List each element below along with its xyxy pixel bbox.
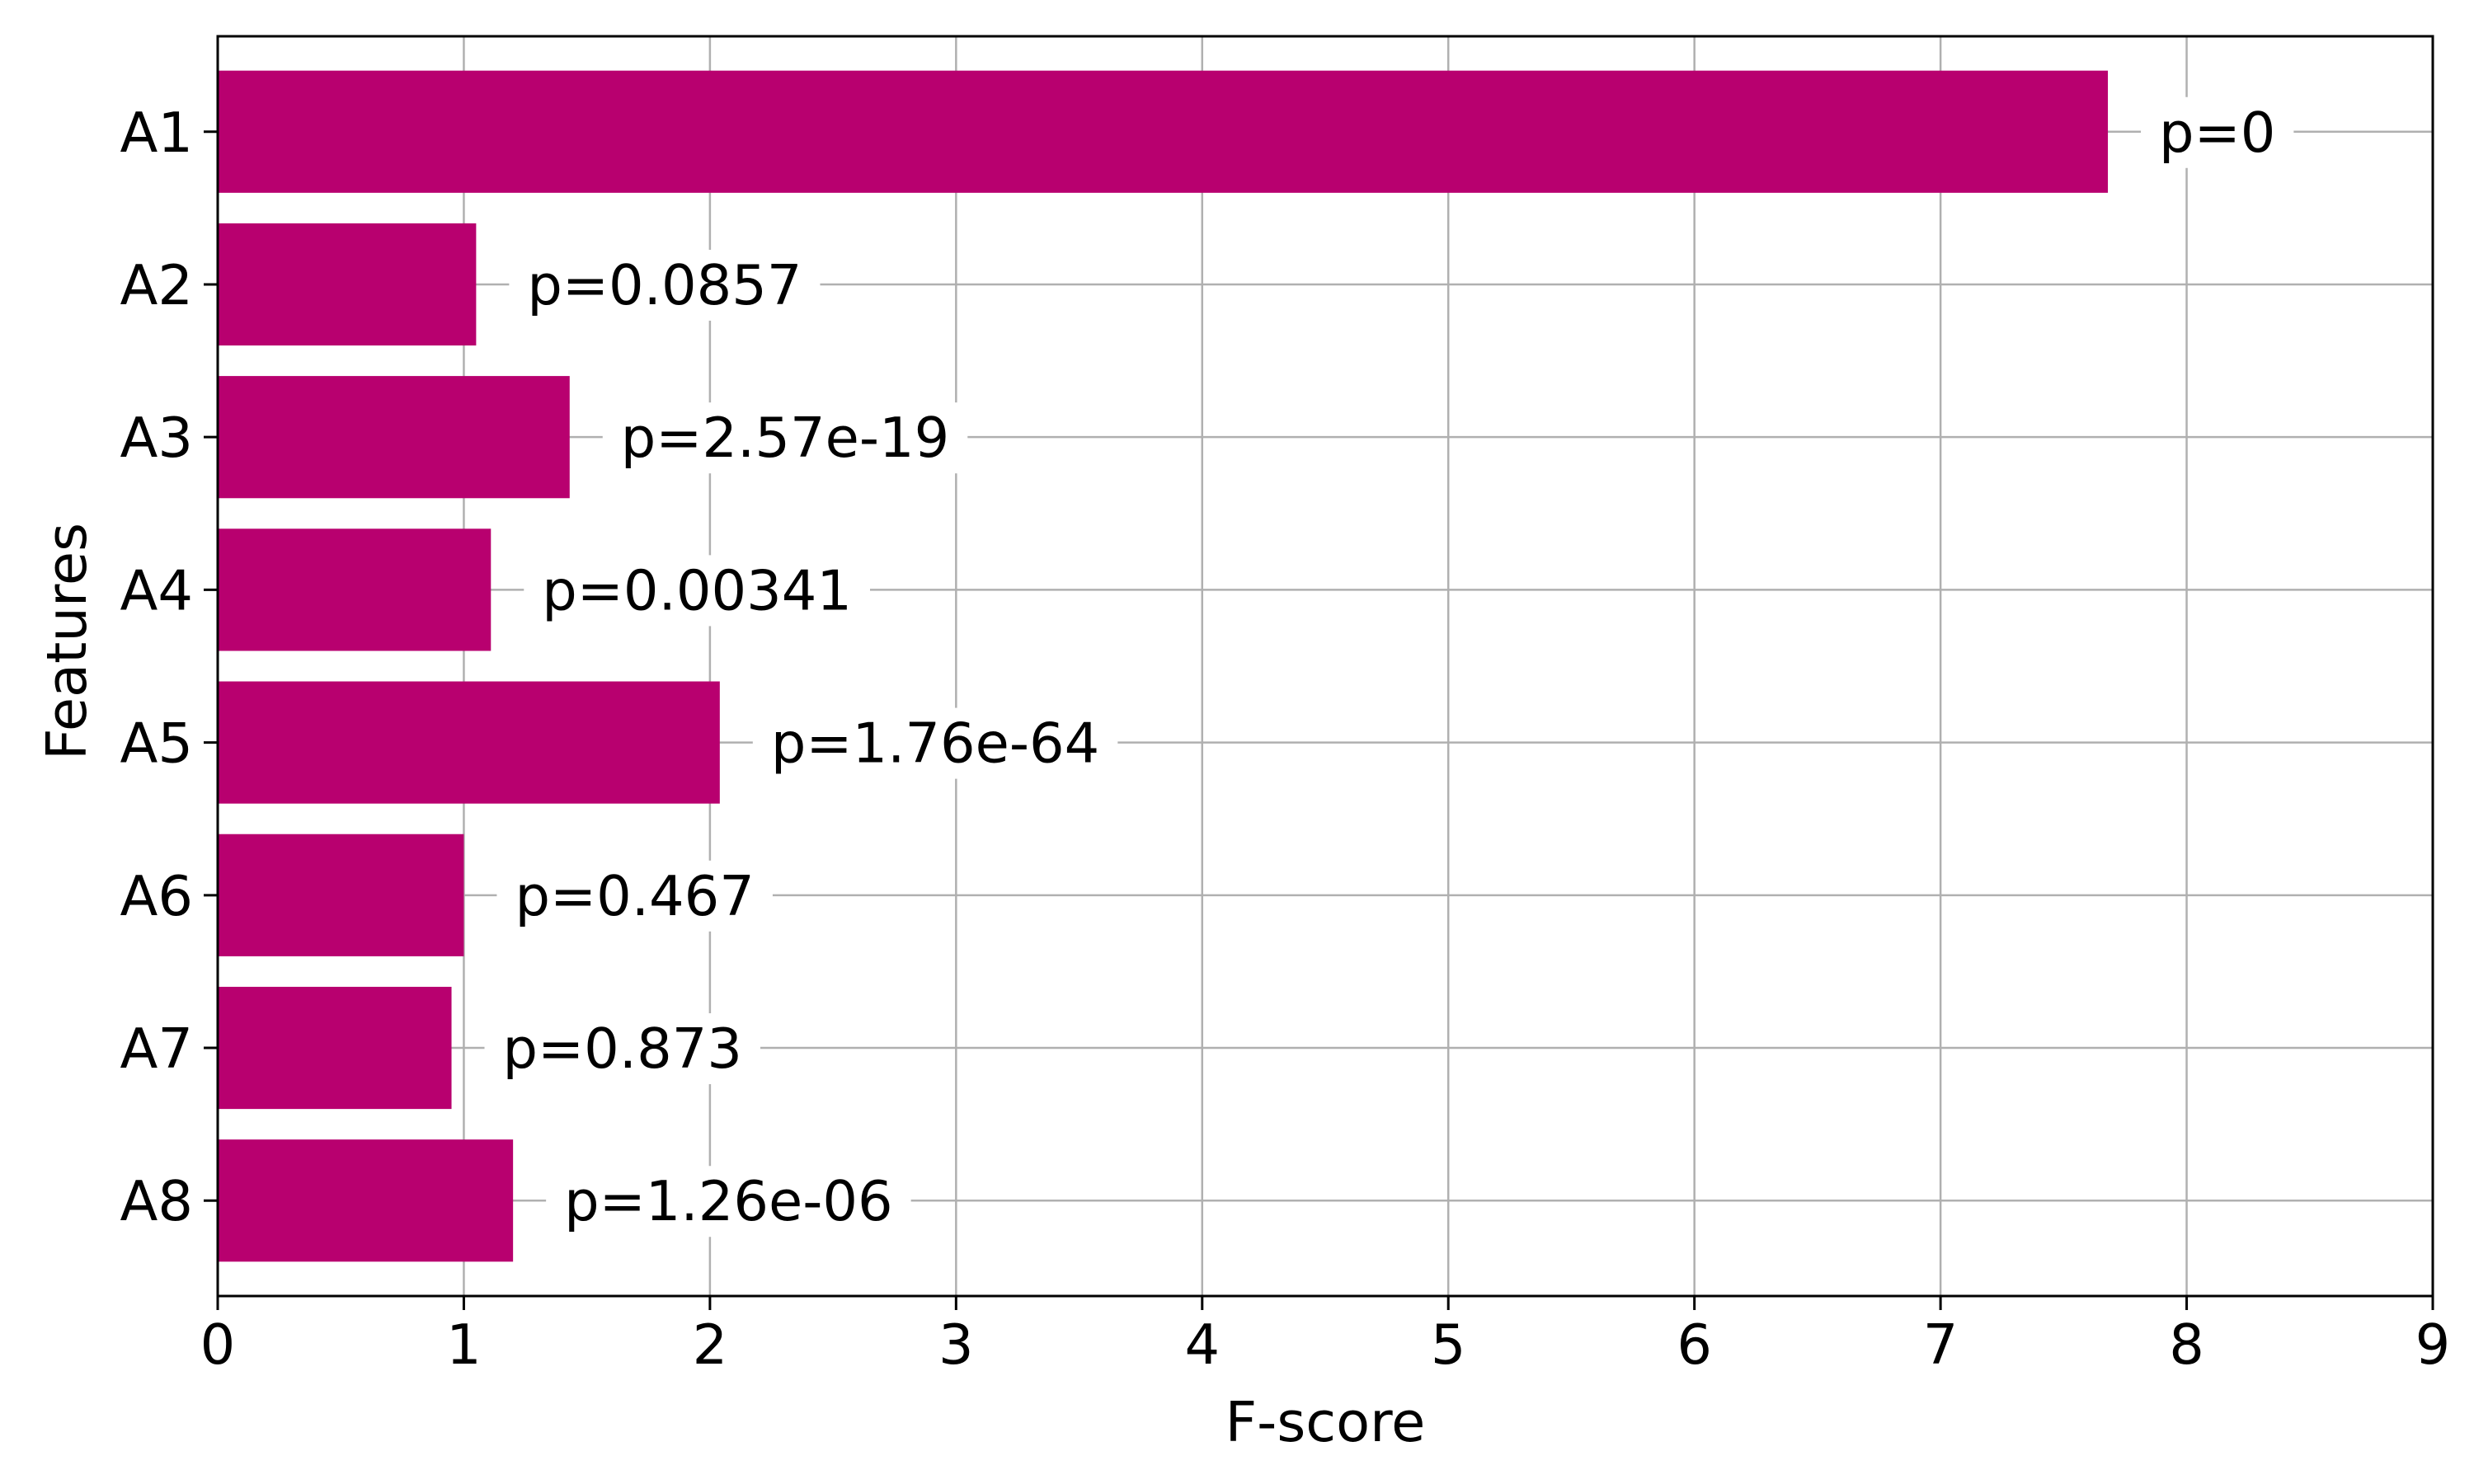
y-tick-label-a7: A7 bbox=[120, 1017, 193, 1081]
x-axis-label: F-score bbox=[1225, 1390, 1426, 1454]
y-axis-label: Features bbox=[35, 523, 99, 760]
bar-a1 bbox=[218, 70, 2109, 193]
bar-label-background bbox=[496, 860, 773, 932]
x-tick-label: 0 bbox=[200, 1313, 236, 1377]
x-tick-label: 1 bbox=[446, 1313, 482, 1377]
bar-a4 bbox=[218, 528, 492, 651]
bar-label-background bbox=[2141, 96, 2294, 168]
bar-label-background bbox=[524, 555, 871, 627]
bar-a8 bbox=[218, 1139, 514, 1262]
bar-a3 bbox=[218, 376, 570, 499]
bar-label-background bbox=[752, 707, 1118, 779]
plot-frame bbox=[216, 35, 2434, 1298]
x-tick-label: 8 bbox=[2169, 1313, 2204, 1377]
bar-label-a3: p=2.57e-19 bbox=[621, 406, 950, 470]
bar-a7 bbox=[218, 986, 452, 1110]
y-tick-label-a8: A8 bbox=[120, 1169, 193, 1233]
bar-label-background bbox=[509, 249, 821, 321]
bar-a2 bbox=[218, 223, 477, 346]
y-tick-label-a4: A4 bbox=[120, 558, 193, 622]
bar-label-a5: p=1.76e-64 bbox=[771, 711, 1100, 776]
bar-label-a1: p=0 bbox=[2159, 101, 2275, 165]
bar-label-a4: p=0.00341 bbox=[542, 558, 852, 622]
bar-a6 bbox=[218, 834, 464, 956]
x-tick-label: 5 bbox=[1431, 1313, 1466, 1377]
bar-value-labels: p=0 p=0.0857 p=2.57e-19 p=0.00341 p=1.76e-64… bbox=[484, 96, 2294, 1237]
y-tick-label-a3: A3 bbox=[120, 406, 193, 470]
y-tick-label-a5: A5 bbox=[120, 711, 193, 776]
bar-label-background bbox=[546, 1166, 911, 1237]
bars bbox=[218, 70, 2109, 1262]
x-tick-label: 4 bbox=[1184, 1313, 1220, 1377]
bar-label-a2: p=0.0857 bbox=[527, 253, 802, 317]
bar-label-background bbox=[602, 402, 968, 474]
y-tick-label-a2: A2 bbox=[120, 253, 193, 317]
axis-ticks: 0 1 2 3 4 5 6 7 8 9 A1 A2 A3 A4 A5 A6 A7 A8 bbox=[120, 101, 2451, 1377]
x-tick-label: 9 bbox=[2415, 1313, 2451, 1377]
bar-label-a7: p=0.873 bbox=[503, 1017, 742, 1081]
bar-label-background bbox=[484, 1013, 761, 1085]
y-tick-label-a1: A1 bbox=[120, 101, 193, 165]
bar-label-a6: p=0.467 bbox=[515, 864, 754, 928]
x-tick-label: 3 bbox=[938, 1313, 974, 1377]
x-tick-label: 7 bbox=[1923, 1313, 1959, 1377]
bar-label-a8: p=1.26e-06 bbox=[564, 1169, 892, 1233]
y-tick-label-a6: A6 bbox=[120, 864, 193, 928]
x-tick-label: 6 bbox=[1677, 1313, 1712, 1377]
bar-a5 bbox=[218, 681, 720, 804]
x-tick-label: 2 bbox=[693, 1313, 728, 1377]
